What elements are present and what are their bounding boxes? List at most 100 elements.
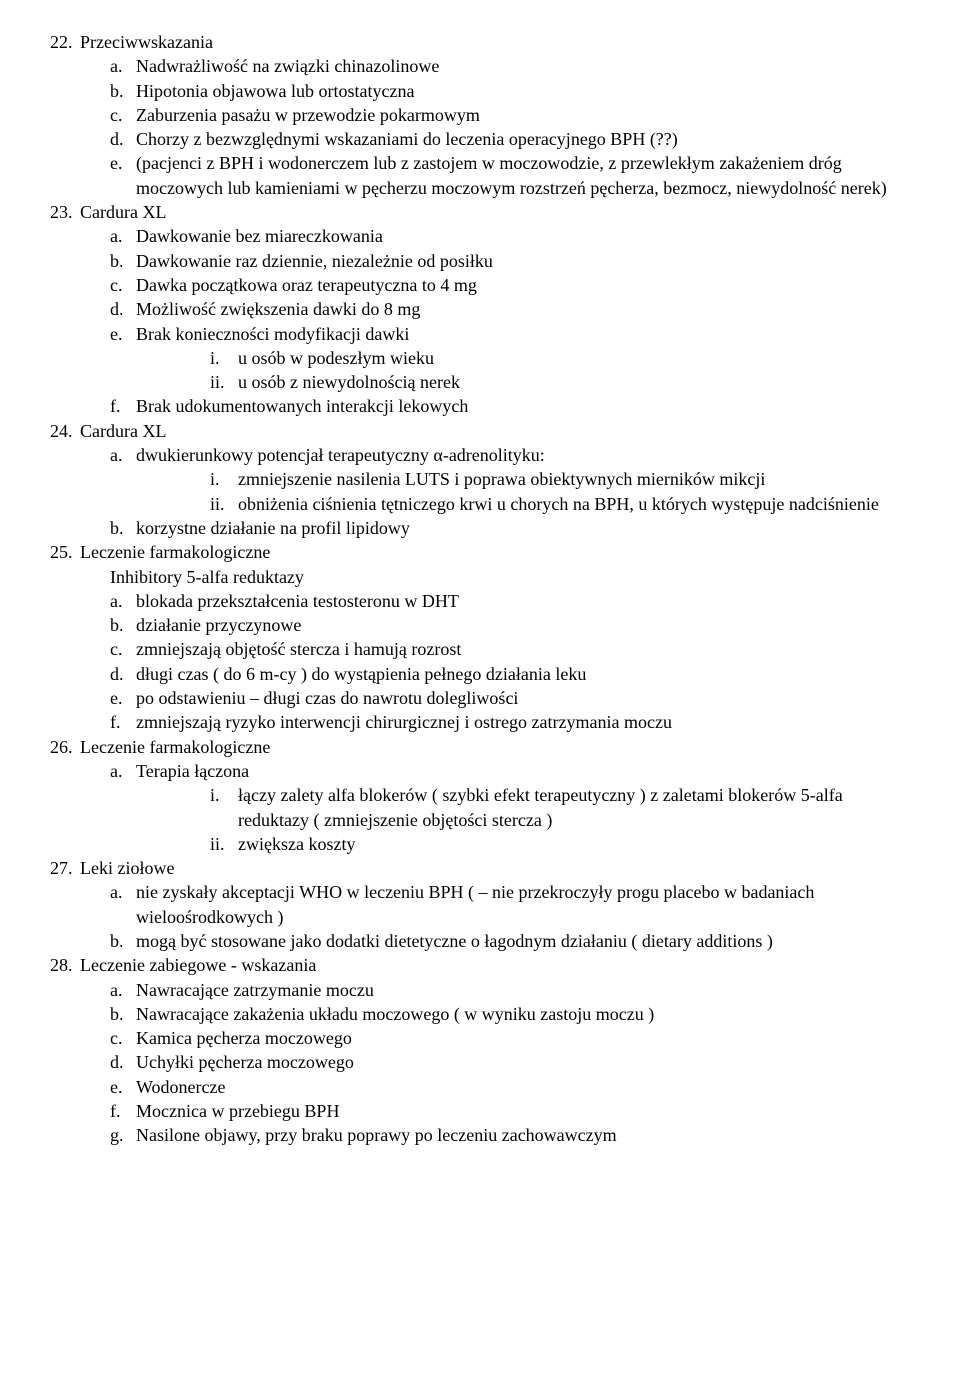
list-item: f.Brak udokumentowanych interakcji lekow… bbox=[110, 394, 910, 418]
list-item: e.Wodonercze bbox=[110, 1075, 910, 1099]
list-item: a.nie zyskały akceptacji WHO w leczeniu … bbox=[110, 880, 910, 929]
section-title: Przeciwwskazania bbox=[80, 30, 213, 54]
list-item: a.Dawkowanie bez miareczkowania bbox=[110, 224, 910, 248]
section-title: Leczenie farmakologiczne bbox=[80, 540, 270, 564]
sub-list: a.nie zyskały akceptacji WHO w leczeniu … bbox=[50, 880, 910, 953]
subsub-list: i.zmniejszenie nasilenia LUTS i poprawa … bbox=[110, 467, 910, 516]
list-item-text: Uchyłki pęcherza moczowego bbox=[136, 1050, 910, 1074]
section: 25.Leczenie farmakologiczneInhibitory 5-… bbox=[50, 540, 910, 734]
sub-list: a.dwukierunkowy potencjał terapeutyczny … bbox=[50, 443, 910, 540]
section-subtitle: Inhibitory 5-alfa reduktazy bbox=[50, 565, 910, 589]
list-item-text: Chorzy z bezwzględnymi wskazaniami do le… bbox=[136, 127, 910, 151]
list-item-text: długi czas ( do 6 m-cy ) do wystąpienia … bbox=[136, 662, 910, 686]
section-title: Leczenie farmakologiczne bbox=[80, 735, 270, 759]
list-item-text: Dawkowanie raz dziennie, niezależnie od … bbox=[136, 249, 910, 273]
list-item-label: a. bbox=[110, 759, 136, 783]
section: 23.Cardura XLa.Dawkowanie bez miareczkow… bbox=[50, 200, 910, 419]
section-number: 23. bbox=[50, 200, 80, 224]
list-item-text: Kamica pęcherza moczowego bbox=[136, 1026, 910, 1050]
subsub-list: i.łączy zalety alfa blokerów ( szybki ef… bbox=[110, 783, 910, 856]
section: 28.Leczenie zabiegowe - wskazaniaa.Nawra… bbox=[50, 953, 910, 1147]
list-item-text: zmniejszają objętość stercza i hamują ro… bbox=[136, 637, 910, 661]
list-item-text: działanie przyczynowe bbox=[136, 613, 910, 637]
sublist-item-text: łączy zalety alfa blokerów ( szybki efek… bbox=[238, 783, 910, 832]
list-item-text: Nadwrażliwość na związki chinazolinowe bbox=[136, 54, 910, 78]
list-item-text: Mocznica w przebiegu BPH bbox=[136, 1099, 910, 1123]
list-item: e.(pacjenci z BPH i wodonerczem lub z za… bbox=[110, 151, 910, 200]
sub-list: a.Nadwrażliwość na związki chinazolinowe… bbox=[50, 54, 910, 200]
list-item-label: d. bbox=[110, 297, 136, 321]
list-item-text: Brak udokumentowanych interakcji lekowyc… bbox=[136, 394, 910, 418]
section-heading: 27.Leki ziołowe bbox=[50, 856, 910, 880]
sublist-item-label: i. bbox=[210, 783, 238, 832]
section: 22.Przeciwwskazaniaa.Nadwrażliwość na zw… bbox=[50, 30, 910, 200]
list-item-label: c. bbox=[110, 1026, 136, 1050]
section-number: 25. bbox=[50, 540, 80, 564]
list-item-label: d. bbox=[110, 662, 136, 686]
sublist-item-label: ii. bbox=[210, 370, 238, 394]
section: 24.Cardura XLa.dwukierunkowy potencjał t… bbox=[50, 419, 910, 540]
list-item: d.Chorzy z bezwzględnymi wskazaniami do … bbox=[110, 127, 910, 151]
section-heading: 26.Leczenie farmakologiczne bbox=[50, 735, 910, 759]
section-heading: 24.Cardura XL bbox=[50, 419, 910, 443]
section: 26.Leczenie farmakologicznea.Terapia łąc… bbox=[50, 735, 910, 856]
list-item: d.Możliwość zwiększenia dawki do 8 mg bbox=[110, 297, 910, 321]
list-item: b.korzystne działanie na profil lipidowy bbox=[110, 516, 910, 540]
list-item: a.Terapia łączona bbox=[110, 759, 910, 783]
document-body: 22.Przeciwwskazaniaa.Nadwrażliwość na zw… bbox=[50, 30, 910, 1148]
list-item-label: e. bbox=[110, 686, 136, 710]
list-item-label: b. bbox=[110, 929, 136, 953]
section-title: Leki ziołowe bbox=[80, 856, 174, 880]
section-heading: 22.Przeciwwskazania bbox=[50, 30, 910, 54]
list-item: b.Nawracające zakażenia układu moczowego… bbox=[110, 1002, 910, 1026]
list-item-label: d. bbox=[110, 1050, 136, 1074]
section-number: 24. bbox=[50, 419, 80, 443]
list-item-label: a. bbox=[110, 880, 136, 929]
list-item-label: f. bbox=[110, 1099, 136, 1123]
section-number: 27. bbox=[50, 856, 80, 880]
sublist-item-label: i. bbox=[210, 467, 238, 491]
list-item-label: b. bbox=[110, 1002, 136, 1026]
list-item: a.Nawracające zatrzymanie moczu bbox=[110, 978, 910, 1002]
list-item: b.mogą być stosowane jako dodatki dietet… bbox=[110, 929, 910, 953]
list-item-label: c. bbox=[110, 637, 136, 661]
list-item-text: korzystne działanie na profil lipidowy bbox=[136, 516, 910, 540]
list-item-text: Dawka początkowa oraz terapeutyczna to 4… bbox=[136, 273, 910, 297]
list-item-label: e. bbox=[110, 322, 136, 346]
sublist-item: i.u osób w podeszłym wieku bbox=[210, 346, 910, 370]
list-item: d.długi czas ( do 6 m-cy ) do wystąpieni… bbox=[110, 662, 910, 686]
sublist-item-label: ii. bbox=[210, 492, 238, 516]
list-item-text: Wodonercze bbox=[136, 1075, 910, 1099]
section: 27.Leki ziołowea.nie zyskały akceptacji … bbox=[50, 856, 910, 953]
list-item-text: Brak konieczności modyfikacji dawki bbox=[136, 322, 910, 346]
list-item-text: mogą być stosowane jako dodatki dietetyc… bbox=[136, 929, 910, 953]
sub-list: a.Dawkowanie bez miareczkowaniab.Dawkowa… bbox=[50, 224, 910, 418]
subsub-list: i.u osób w podeszłym wiekuii.u osób z ni… bbox=[110, 346, 910, 395]
list-item-label: a. bbox=[110, 224, 136, 248]
sublist-item: ii.obniżenia ciśnienia tętniczego krwi u… bbox=[210, 492, 910, 516]
list-item-label: c. bbox=[110, 103, 136, 127]
section-title: Leczenie zabiegowe - wskazania bbox=[80, 953, 316, 977]
section-title: Cardura XL bbox=[80, 200, 166, 224]
list-item-label: e. bbox=[110, 151, 136, 200]
section-number: 26. bbox=[50, 735, 80, 759]
list-item-text: Dawkowanie bez miareczkowania bbox=[136, 224, 910, 248]
sublist-item-text: u osób z niewydolnością nerek bbox=[238, 370, 910, 394]
list-item-label: a. bbox=[110, 589, 136, 613]
sublist-item: i.zmniejszenie nasilenia LUTS i poprawa … bbox=[210, 467, 910, 491]
list-item-text: Nawracające zakażenia układu moczowego (… bbox=[136, 1002, 910, 1026]
list-item-label: f. bbox=[110, 710, 136, 734]
sublist-item: i.łączy zalety alfa blokerów ( szybki ef… bbox=[210, 783, 910, 832]
list-item: c.Kamica pęcherza moczowego bbox=[110, 1026, 910, 1050]
sub-list: a.Terapia łączonai.łączy zalety alfa blo… bbox=[50, 759, 910, 856]
sublist-item: ii.u osób z niewydolnością nerek bbox=[210, 370, 910, 394]
section-title: Cardura XL bbox=[80, 419, 166, 443]
sublist-item-label: i. bbox=[210, 346, 238, 370]
list-item-label: a. bbox=[110, 978, 136, 1002]
list-item: d.Uchyłki pęcherza moczowego bbox=[110, 1050, 910, 1074]
list-item: b.działanie przyczynowe bbox=[110, 613, 910, 637]
list-item-text: Nasilone objawy, przy braku poprawy po l… bbox=[136, 1123, 910, 1147]
list-item-text: po odstawieniu – długi czas do nawrotu d… bbox=[136, 686, 910, 710]
list-item: a.blokada przekształcenia testosteronu w… bbox=[110, 589, 910, 613]
sublist-item-text: zmniejszenie nasilenia LUTS i poprawa ob… bbox=[238, 467, 910, 491]
